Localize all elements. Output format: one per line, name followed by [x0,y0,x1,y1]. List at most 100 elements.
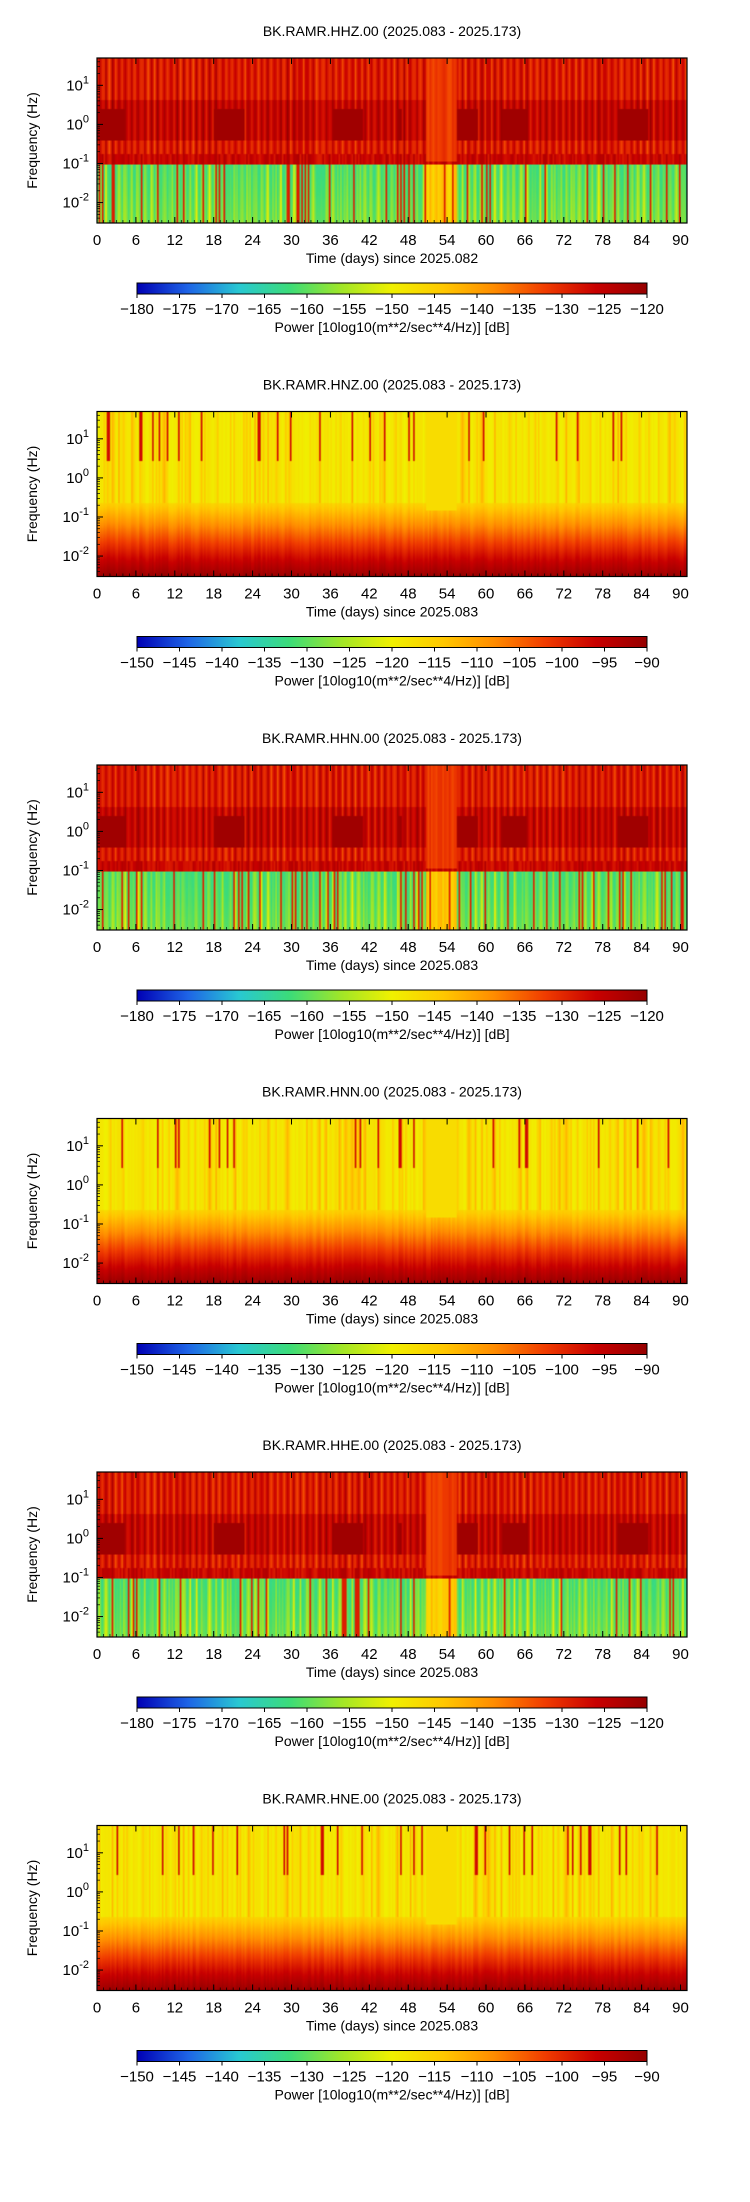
colorbar-tick-label: −125 [588,1008,622,1025]
colorbar-tick-label: −110 [461,655,494,672]
colorbar-tick-label: −150 [120,2069,154,2086]
colorbar [136,989,648,1002]
x-tick-label: 84 [633,2000,650,2017]
colorbar-tick-label: −175 [163,1008,197,1025]
colorbar-tick-label: −140 [460,1715,494,1732]
spectrogram-heatmap [97,411,687,577]
x-tick-label: 0 [93,1646,101,1663]
x-tick-label: 90 [672,1646,689,1663]
colorbar-tick-label: −105 [503,655,537,672]
colorbar-tick-label: −115 [418,655,451,672]
x-tick-label: 42 [361,2000,378,2017]
x-tick-label: 90 [672,232,689,249]
y-tick-label: 10-2 [63,899,89,919]
spectrogram-panel-4: BK.RAMR.HNN.00 (2025.083 - 2025.173) 0 6 12… [24,1084,689,1396]
colorbar-tick-label: −130 [290,655,324,672]
x-tick-label: 66 [517,232,534,249]
x-tick-label: 78 [594,232,611,249]
x-tick-label: 84 [633,1646,650,1663]
plot-frame [96,1824,688,1992]
y-tick-label: 100 [66,113,89,133]
colorbar-tick-label: −125 [588,301,622,318]
colorbar-tick-label: −100 [545,2069,579,2086]
x-tick-label: 12 [166,586,183,603]
colorbar-tick-label: −180 [120,1715,154,1732]
x-tick-label: 84 [633,586,650,603]
colorbar-tick-label: −140 [205,2069,239,2086]
x-tick-label: 18 [205,2000,222,2017]
y-tick-label: 101 [66,1135,89,1155]
x-tick-label: 54 [439,1293,456,1310]
spectrogram-heatmap [97,1472,687,1637]
x-tick-label: 84 [633,1293,650,1310]
colorbar-tick-label: −140 [460,1008,494,1025]
x-tick-label: 48 [400,1646,417,1663]
x-tick-label: 6 [132,939,140,956]
colorbar-tick-label: −135 [248,1362,282,1379]
panel-title: BK.RAMR.HHE.00 (2025.083 - 2025.173) [262,1437,521,1453]
x-tick-label: 66 [517,1646,534,1663]
x-tick-label: 42 [361,1646,378,1663]
y-tick-label: 101 [66,74,89,94]
colorbar-tick-label: −145 [418,1008,452,1025]
x-tick-label: 24 [244,232,261,249]
x-tick-label: 72 [555,586,572,603]
y-tick-label: 10-1 [63,1920,89,1940]
x-tick-label: 0 [93,1293,101,1310]
colorbar-tick-label: −130 [290,2069,324,2086]
x-tick-label: 84 [633,232,650,249]
colorbar-label: Power [10log10(m**2/sec**4/Hz)] [dB] [275,2087,510,2103]
colorbar-tick-label: −150 [375,301,409,318]
x-tick-label: 78 [594,586,611,603]
plot-frame [96,410,688,578]
colorbar-tick-label: −120 [630,1715,664,1732]
spectrogram-heatmap [97,1118,687,1284]
colorbar-tick-label: −150 [120,1362,154,1379]
colorbar-tick-label: −160 [290,301,324,318]
x-tick-label: 42 [361,232,378,249]
x-tick-label: 72 [555,1293,572,1310]
plot-frame [96,57,688,224]
x-tick-label: 18 [205,232,222,249]
plot-frame [96,1471,688,1638]
x-tick-label: 24 [244,2000,261,2017]
x-axis-label: Time (days) since 2025.083 [306,957,478,973]
x-tick-label: 12 [166,2000,183,2017]
x-tick-label: 18 [205,939,222,956]
x-tick-label: 36 [322,1293,339,1310]
colorbar-tick-label: −95 [592,1362,617,1379]
y-tick-label: 100 [66,820,89,840]
x-tick-label: 78 [594,1293,611,1310]
y-axis-label: Frequency (Hz) [24,1153,40,1249]
y-tick-label: 101 [66,1488,89,1508]
x-tick-label: 48 [400,939,417,956]
x-tick-label: 66 [517,939,534,956]
y-tick-label: 10-1 [63,859,89,879]
spectrogram-heatmap [97,765,687,930]
x-tick-label: 48 [400,1293,417,1310]
y-tick-label: 101 [66,781,89,801]
x-axis-label: Time (days) since 2025.083 [306,1664,478,1680]
x-axis-label: Time (days) since 2025.083 [306,2018,478,2034]
x-tick-label: 6 [132,2000,140,2017]
y-axis-label: Frequency (Hz) [24,92,40,188]
colorbar [136,1343,648,1355]
colorbar [136,1696,648,1709]
x-tick-label: 30 [283,2000,300,2017]
colorbar-tick-label: −175 [163,301,197,318]
colorbar-label: Power [10log10(m**2/sec**4/Hz)] [dB] [275,673,510,689]
x-tick-label: 36 [322,1646,339,1663]
colorbar-tick-label: −90 [634,2069,659,2086]
colorbar-tick-label: −160 [290,1715,324,1732]
x-tick-label: 6 [132,232,140,249]
x-tick-label: 36 [322,586,339,603]
x-tick-label: 30 [283,1293,300,1310]
x-tick-label: 30 [283,939,300,956]
colorbar-tick-label: −155 [333,301,367,318]
y-tick-label: 10-1 [63,506,89,526]
colorbar-tick-label: −125 [333,2069,367,2086]
colorbar-tick-label: −150 [375,1715,409,1732]
colorbar-label: Power [10log10(m**2/sec**4/Hz)] [dB] [275,1380,510,1396]
colorbar-tick-label: −135 [248,2069,282,2086]
